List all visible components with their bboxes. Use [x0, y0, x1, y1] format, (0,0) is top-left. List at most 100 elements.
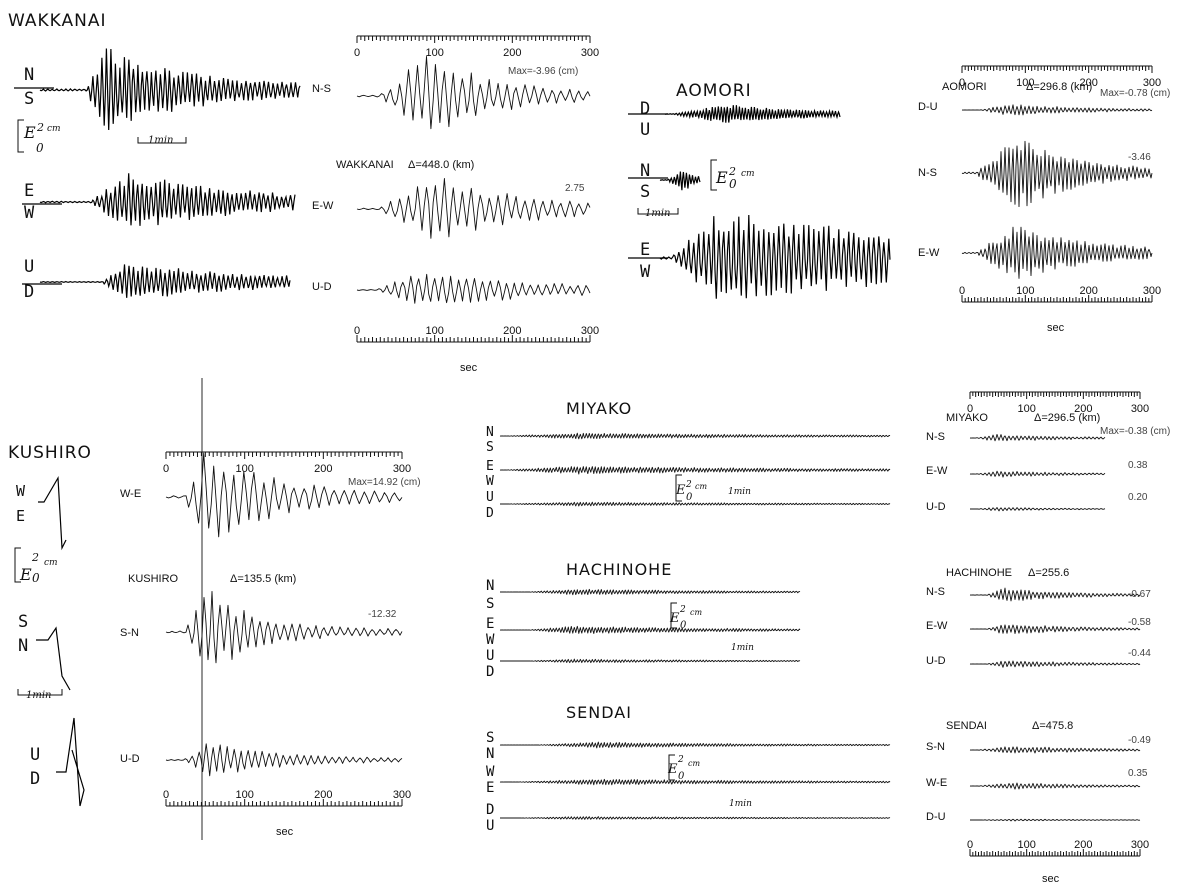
- kushiro-orig-n: N: [18, 636, 28, 656]
- aomori-trace-ns: [961, 140, 1153, 208]
- wakkanai-scale-e: E: [23, 123, 36, 142]
- sendai-orig-trace-sn: [499, 741, 891, 749]
- sendai-comp-du: D-U: [926, 811, 946, 823]
- aomori-orig-trace-ew: [659, 214, 891, 299]
- sendai-trace-du: [970, 818, 1141, 822]
- hachinohe-orig-d: D: [486, 664, 494, 680]
- wakkanai-orig-trace-ew: [39, 173, 296, 226]
- aomori-delta: Δ=296.8 (km): [1026, 81, 1092, 93]
- hachinohe-trace-ud: [969, 660, 1141, 668]
- aomori-orig-w: W: [640, 262, 651, 282]
- miyako-comp-ns: N-S: [926, 431, 945, 443]
- hachinohe-scale-1min: 1min: [731, 643, 754, 653]
- hachinohe-scale-2: 2: [679, 605, 686, 615]
- miyako-orig-d: D: [486, 506, 494, 521]
- aomori-scale-zero: 0: [729, 177, 737, 191]
- sendai-orig-n: N: [486, 746, 494, 762]
- miyako-orig-w: W: [486, 474, 494, 489]
- hachinohe-orig-u: U: [486, 648, 494, 664]
- hachinohe-station-label: HACHINOHE: [946, 567, 1012, 579]
- miyako-orig-trace-ew: [499, 466, 891, 475]
- wakkanai-orig-d: D: [24, 282, 34, 302]
- wakkanai-top-tick-label: 0: [354, 47, 360, 59]
- aomori-top-tick-label: 0: [959, 77, 965, 89]
- miyako-scale-zero: 0: [686, 492, 693, 503]
- aomori-orig-u: U: [640, 120, 650, 140]
- sendai-orig-e: E: [486, 780, 494, 796]
- miyako-orig-s: S: [486, 440, 494, 455]
- sendai-trace-sn: [969, 746, 1141, 754]
- miyako-orig-trace-ud: [500, 501, 891, 507]
- one-minute-bracket: [137, 137, 187, 144]
- sendai-trace-we: [969, 782, 1141, 790]
- kushiro-station-label: KUSHIRO: [128, 573, 179, 585]
- miyako-top-tick-label: 300: [1131, 403, 1149, 415]
- aomori-orig-trace-du: [664, 105, 841, 123]
- aomori-orig-s: S: [640, 182, 650, 202]
- right-sec-label: sec: [1042, 873, 1060, 884]
- miyako-comp-ud: U-D: [926, 501, 946, 513]
- wakkanai-top-tick-label: 300: [581, 47, 599, 59]
- wakkanai-max-ew: 2.75: [565, 183, 585, 194]
- miyako-orig-trace-ns: [499, 432, 891, 440]
- right-bottom-tick-label: 200: [1074, 839, 1092, 851]
- aomori-comp-ns: N-S: [918, 167, 937, 179]
- hachinohe-orig-trace-ns: [500, 588, 801, 596]
- hachinohe-max-ew: -0.58: [1128, 617, 1151, 628]
- kushiro-orig-u: U: [30, 745, 40, 765]
- miyako-scale-1min: 1min: [728, 487, 751, 497]
- wakkanai-orig-s: S: [24, 89, 34, 109]
- wakkanai-delta: Δ=448.0 (km): [408, 159, 474, 171]
- sendai-scale-1min: 1min: [729, 799, 752, 809]
- one-minute-bracket: [637, 208, 679, 215]
- wakkanai-bottom-tick-label: 200: [503, 325, 521, 337]
- sendai-station-label: SENDAI: [946, 720, 987, 732]
- kushiro-top-tick-label: 300: [393, 463, 411, 475]
- hachinohe-orig-n: N: [486, 578, 494, 594]
- miyako-trace-ud: [970, 507, 1106, 512]
- aomori-orig-n: N: [640, 161, 650, 181]
- aomori-scale-e: E: [715, 168, 728, 187]
- sendai-orig-s: S: [486, 730, 494, 746]
- aomori-scale-cm: cm: [741, 169, 755, 179]
- sendai-original-title: SENDAI: [566, 703, 632, 722]
- kushiro-max-sn: -12.32: [368, 609, 397, 620]
- kushiro-orig-s: S: [18, 612, 28, 632]
- wakkanai-top-tick-label: 100: [425, 47, 443, 59]
- sendai-orig-w: W: [486, 764, 495, 780]
- miyako-scale-2: 2: [685, 480, 692, 490]
- miyako-orig-n: N: [486, 425, 494, 440]
- wakkanai-comp-ns: N-S: [312, 83, 331, 95]
- kushiro-max-we: Max=14.92 (cm): [348, 477, 421, 488]
- wakkanai-orig-e: E: [24, 181, 34, 201]
- kushiro-comp-ud: U-D: [120, 753, 140, 765]
- miyako-top-tick-label: 100: [1017, 403, 1035, 415]
- kushiro-scale-1min: 1min: [26, 690, 51, 701]
- kushiro-bottom-tick-label: 200: [314, 789, 332, 801]
- kushiro-orig-w: W: [16, 482, 26, 500]
- hachinohe-trace-ew: [969, 624, 1141, 634]
- kushiro-sec-label: sec: [276, 826, 294, 838]
- wakkanai-max-ns: Max=-3.96 (cm): [508, 66, 578, 77]
- amplitude-scale-bracket: [14, 547, 21, 583]
- kushiro-orig-trace-we: [38, 475, 67, 551]
- miyako-top-tick-label: 0: [967, 403, 973, 415]
- amplitude-scale-bracket: [670, 602, 677, 629]
- kushiro-orig-trace-sn: [36, 626, 71, 691]
- hachinohe-scale-e: E: [669, 611, 680, 626]
- miyako-orig-u: U: [486, 490, 494, 505]
- miyako-comp-ew: E-W: [926, 465, 948, 477]
- wakkanai-original-title: WAKKANAI: [8, 11, 107, 31]
- sendai-scale-cm: cm: [688, 759, 700, 768]
- kushiro-trace-ud: [165, 743, 403, 777]
- kushiro-scale-2: 2: [31, 551, 39, 564]
- miyako-station-label: MIYAKO: [946, 412, 988, 424]
- kushiro-orig-e: E: [16, 507, 25, 525]
- aomori-bottom-tick-label: 300: [1143, 285, 1161, 297]
- kushiro-trace-sn: [165, 590, 403, 664]
- miyako-max-ew: 0.38: [1128, 460, 1148, 471]
- wakkanai-scale-1min: 1min: [148, 135, 173, 146]
- wakkanai-orig-u: U: [24, 257, 34, 277]
